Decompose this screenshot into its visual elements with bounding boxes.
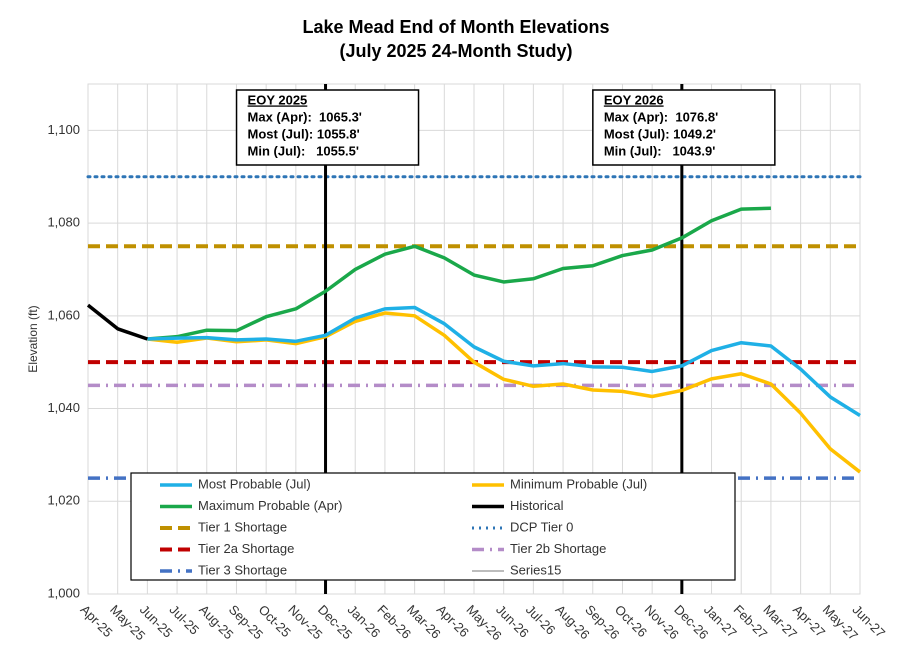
y-tick-label: 1,040 [47,400,80,415]
series-line [147,305,861,417]
annotation-title: EOY 2026 [604,92,664,107]
chart-subtitle: (July 2025 24-Month Study) [339,41,572,61]
y-tick-label: 1,060 [47,307,80,322]
legend-label: Tier 2a Shortage [198,541,294,556]
y-tick-label: 1,000 [47,585,80,600]
legend-box [130,472,736,581]
annotation-box [235,89,420,166]
annotation-text: Most (Jul): 1049.2' [604,126,716,141]
legend-label: Tier 3 Shortage [198,562,287,577]
legend-label: Minimum Probable (Jul) [510,476,647,491]
annotation-title: EOY 2025 [248,92,308,107]
legend-label: Tier 1 Shortage [198,519,287,534]
annotation-text: Min (Jul): 1055.5' [248,143,359,158]
annotation-text: Max (Apr): 1065.3' [248,109,362,124]
series-line [86,303,148,341]
series-line [147,206,771,341]
legend-label: Historical [510,498,564,513]
legend-label: Series15 [510,562,561,577]
legend-label: Maximum Probable (Apr) [198,498,343,513]
legend-label: DCP Tier 0 [510,519,573,534]
y-tick-label: 1,080 [47,215,80,230]
chart-title: Lake Mead End of Month Elevations [302,17,609,37]
legend-label: Tier 2b Shortage [510,541,606,556]
annotation-text: Max (Apr): 1076.8' [604,109,718,124]
y-axis-label: Elevation (ft) [26,305,40,372]
annotation-box [592,89,776,166]
y-tick-label: 1,100 [47,122,80,137]
annotation-text: Min (Jul): 1043.9' [604,143,715,158]
y-tick-label: 1,020 [47,493,80,508]
legend-label: Most Probable (Jul) [198,476,311,491]
annotation-text: Most (Jul): 1055.8' [248,126,360,141]
